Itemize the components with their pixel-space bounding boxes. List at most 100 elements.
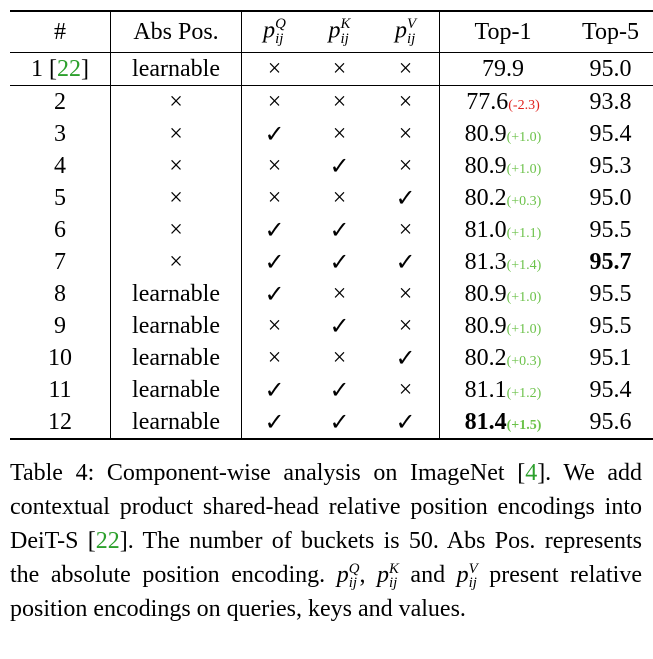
math-base: p [336,562,349,588]
table-cell: 2 [10,85,111,118]
value: 95.3 [589,152,632,179]
value: 95.4 [589,120,632,147]
table-cell: 93.8 [566,86,653,119]
text: present relative position encodings on q… [10,562,643,622]
text: ]. The number of buckets is 50. Abs Pos.… [10,528,642,588]
value: 95.5 [589,312,632,339]
citation: 4 [525,460,538,486]
table-cell: 80.9(+1.0) [440,150,567,182]
table-cell: 81.3(+1.4) [440,246,567,278]
table-cell: × [267,88,282,115]
table-cell: ✓ [372,246,440,278]
table-cell: ✓ [264,409,285,436]
table-cell: 80.9(+1.0) [440,310,567,342]
table-cell: 6 [10,214,111,246]
delta: (-2.3) [508,97,540,113]
table-row: 8 learnable ✓ × × 80.9(+1.0) 95.5 [10,278,653,310]
value: 80.2 [464,184,507,211]
table-cell: Top-5 [566,11,653,53]
table-cell: × [110,150,242,182]
table-cell: 80.9(+1.0) [440,118,567,150]
math-sub: ij [388,575,398,592]
value: 95.5 [589,280,632,307]
text: , [359,562,377,588]
table-cell: 9 [10,310,111,342]
text: Table 4: Component-wise analysis on Imag… [10,460,526,486]
table-cell: 4 [10,150,111,182]
delta: (+1.0) [506,161,542,177]
table-cell: × [332,120,347,147]
table-cell: ✓ [329,153,350,180]
table-row: 5 × × × ✓ 80.2(+0.3) 95.0 [10,182,653,214]
table-cell: × [332,88,347,115]
table-cell: 79.9 [439,52,566,86]
table-cell: × [332,344,347,371]
table-cell: 5 [10,182,111,214]
math-sup: Q [348,560,360,577]
table-cell: ✓ [329,409,350,436]
text: 1 [ [31,55,57,82]
table-cell: 95.0 [566,182,653,214]
table-row: 11 learnable ✓ ✓ × 81.1(+1.2) 95.4 [10,374,653,406]
table-row: 2 × × × × 77.6(-2.3) 93.8 [10,85,653,119]
table-cell: 80.2(+0.3) [440,342,567,374]
table-cell: Abs Pos. [110,11,242,53]
value: 80.9 [464,120,507,147]
table-cell: × [267,152,282,179]
table-cell: 1 [22] [10,52,111,86]
citation: 22 [95,528,120,554]
value: 95.5 [589,216,632,243]
math-sub: ij [275,31,284,47]
delta: (+1.0) [506,289,542,305]
math-base: p [456,562,469,588]
math-sub: ij [406,31,416,47]
math-sup: V [406,16,417,33]
value: 95.1 [589,344,632,371]
table-cell: × [332,280,347,307]
math-sup: K [340,16,351,33]
value: 81.3 [464,248,507,275]
table-row: 6 × ✓ ✓ × 81.0(+1.1) 95.5 [10,214,653,246]
table-cell: 77.6(-2.3) [440,86,567,119]
text: and [398,562,457,588]
table-row: 12 learnable ✓ ✓ ✓ 81.4(+1.5) 95.6 [10,406,653,439]
delta: (+1.5) [506,417,542,433]
math-sub: ij [348,575,357,592]
math-base: p [263,17,276,44]
delta: (+0.3) [506,353,542,369]
delta: (+1.4) [506,257,542,273]
value: 81.4 [464,408,507,435]
table-cell: ✓ [264,377,285,404]
table-cell: 95.3 [566,150,653,182]
value: 77.6 [466,88,509,115]
table-cell: learnable [110,406,242,439]
math-sub: ij [340,31,349,47]
value: 95.4 [589,376,632,403]
table-row: 10 learnable × × ✓ 80.2(+0.3) 95.1 [10,342,653,374]
table-cell: ✓ [329,217,350,244]
table-cell: Top-1 [439,11,566,53]
value: 79.9 [482,55,524,82]
table-cell: × [110,214,242,246]
math-sub: ij [468,575,477,592]
table-cell: 80.9(+1.0) [440,278,567,310]
value: 80.9 [464,312,507,339]
delta: (+1.2) [506,385,542,401]
table-cell: 95.1 [566,342,653,374]
table-cell: × [372,278,440,310]
value: 81.0 [464,216,507,243]
math-base: p [328,17,341,44]
table-cell: 80.2(+0.3) [440,182,567,214]
table-cell: × [241,52,307,86]
table-cell: 8 [10,278,111,310]
citation: 22 [57,55,81,82]
text: ]. We add contextual product shared-head… [10,460,642,554]
table-cell: × [372,214,440,246]
